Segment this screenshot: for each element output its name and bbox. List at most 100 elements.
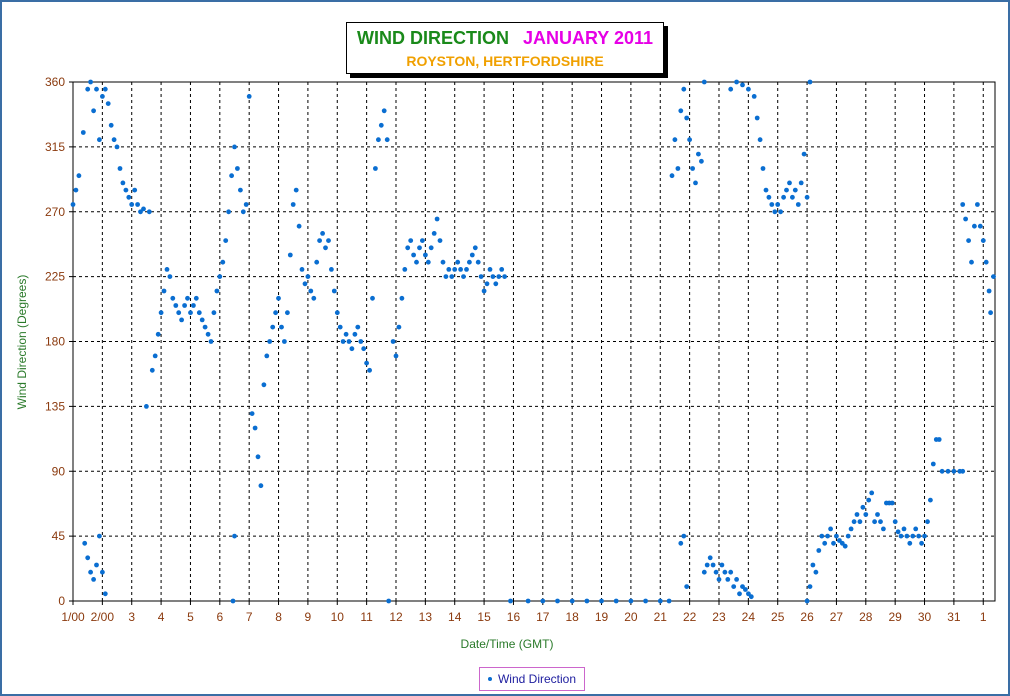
data-point bbox=[144, 404, 149, 409]
data-point bbox=[980, 238, 986, 244]
data-point bbox=[857, 519, 863, 525]
data-point bbox=[963, 216, 968, 222]
data-point bbox=[417, 245, 422, 251]
data-point bbox=[493, 281, 499, 287]
data-point bbox=[834, 533, 839, 539]
data-point bbox=[778, 209, 783, 215]
data-point bbox=[367, 367, 372, 373]
data-point bbox=[795, 202, 801, 207]
data-point bbox=[472, 245, 478, 251]
data-point bbox=[930, 461, 936, 467]
data-point bbox=[916, 533, 922, 539]
x-tick-label: 6 bbox=[216, 610, 223, 624]
data-point bbox=[290, 202, 296, 207]
data-point bbox=[910, 533, 916, 539]
data-point bbox=[790, 194, 795, 200]
x-tick-label: 1 bbox=[980, 610, 987, 624]
data-point bbox=[801, 151, 807, 157]
data-point bbox=[408, 238, 414, 244]
data-point bbox=[414, 259, 419, 265]
x-tick-label: 12 bbox=[389, 610, 403, 624]
data-point bbox=[329, 267, 334, 272]
data-point bbox=[161, 288, 167, 294]
data-point bbox=[960, 202, 966, 207]
data-point bbox=[317, 238, 322, 244]
x-tick-label: 8 bbox=[275, 610, 282, 624]
data-point bbox=[179, 317, 185, 323]
data-point bbox=[108, 122, 114, 128]
data-point bbox=[540, 598, 546, 604]
data-point bbox=[376, 137, 381, 143]
data-point bbox=[807, 79, 813, 85]
data-point bbox=[889, 500, 895, 506]
data-point bbox=[701, 79, 707, 85]
data-point bbox=[928, 497, 933, 503]
grid-lines bbox=[69, 81, 995, 605]
data-point bbox=[88, 569, 93, 575]
data-point bbox=[102, 86, 108, 92]
data-point bbox=[185, 295, 190, 301]
data-point bbox=[440, 259, 446, 265]
data-point bbox=[810, 562, 816, 568]
data-point bbox=[839, 540, 845, 546]
y-tick-label: 45 bbox=[52, 529, 66, 543]
data-point bbox=[525, 598, 531, 604]
data-point bbox=[481, 288, 487, 294]
data-point bbox=[722, 569, 728, 575]
data-point bbox=[875, 512, 880, 517]
chart-title: WIND DIRECTION bbox=[356, 28, 509, 48]
x-tick-label: 22 bbox=[683, 610, 697, 624]
data-point bbox=[813, 569, 819, 575]
data-point bbox=[437, 238, 443, 244]
data-point bbox=[167, 274, 173, 279]
data-point bbox=[117, 166, 123, 171]
data-point bbox=[226, 209, 232, 215]
data-point bbox=[458, 267, 463, 272]
x-tick-label: 27 bbox=[830, 610, 844, 624]
x-tick-label: 13 bbox=[419, 610, 433, 624]
data-point bbox=[100, 94, 105, 99]
data-point bbox=[423, 252, 428, 258]
x-tick-labels: 1/00 2/00 3 4 5 6 7 8 9 10 11 12 13 14 15 16 17 18 19 20 21 2… bbox=[61, 610, 987, 624]
data-point bbox=[120, 180, 126, 186]
data-point bbox=[951, 468, 957, 474]
data-point bbox=[323, 245, 328, 251]
data-point bbox=[878, 519, 883, 525]
x-tick-label: 7 bbox=[246, 610, 253, 624]
x-tick-label: 18 bbox=[565, 610, 579, 624]
data-point bbox=[443, 274, 449, 279]
data-point bbox=[977, 223, 983, 229]
data-point bbox=[199, 317, 205, 323]
data-point bbox=[97, 533, 102, 539]
data-point bbox=[305, 274, 311, 279]
data-point bbox=[326, 238, 331, 244]
data-point bbox=[355, 324, 361, 330]
data-point bbox=[331, 288, 337, 294]
data-point bbox=[230, 598, 236, 604]
data-point bbox=[960, 468, 966, 474]
data-point bbox=[217, 274, 223, 279]
data-point bbox=[746, 86, 751, 92]
data-point bbox=[860, 504, 866, 510]
data-point bbox=[205, 331, 211, 337]
data-point bbox=[725, 577, 731, 582]
data-point bbox=[238, 187, 243, 193]
data-point bbox=[258, 483, 264, 489]
data-point bbox=[728, 569, 734, 575]
data-point bbox=[986, 288, 992, 294]
data-point bbox=[182, 303, 188, 308]
data-point bbox=[320, 231, 325, 236]
data-point bbox=[267, 339, 273, 344]
data-point bbox=[311, 295, 317, 301]
data-point bbox=[687, 137, 692, 143]
data-point bbox=[936, 437, 942, 442]
data-point bbox=[452, 267, 458, 272]
x-tick-label: 11 bbox=[360, 610, 373, 624]
data-point bbox=[701, 569, 707, 575]
data-point bbox=[279, 324, 284, 330]
data-point bbox=[672, 137, 678, 143]
data-point bbox=[308, 288, 314, 294]
data-point bbox=[261, 382, 267, 388]
data-point bbox=[155, 331, 161, 337]
